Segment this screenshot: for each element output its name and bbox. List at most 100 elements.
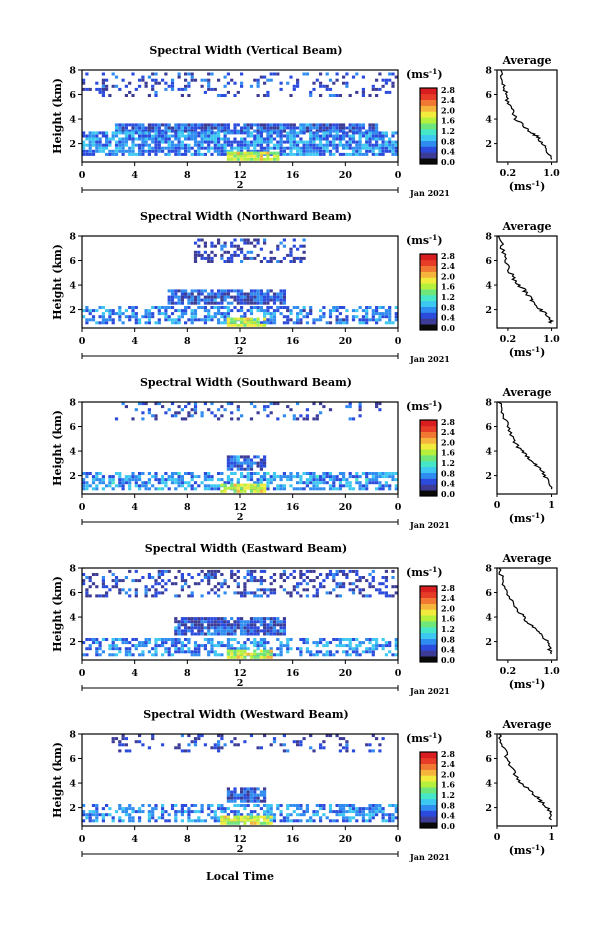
heatmap-cell [384, 312, 388, 316]
heatmap-cell [240, 649, 244, 653]
colorbar-swatch [420, 271, 437, 278]
heatmap-cell [296, 146, 300, 150]
heatmap-cell [249, 489, 254, 493]
colorbar-swatch [420, 420, 437, 427]
heatmap-cell [249, 301, 254, 305]
heatmap-cell [82, 478, 86, 482]
heatmap-cell [88, 585, 92, 589]
heatmap-cell [282, 315, 286, 319]
heatmap-cell [358, 140, 362, 144]
heatmap-cell [233, 804, 237, 807]
heatmap-cell [345, 140, 349, 144]
heatmap-cell [138, 487, 142, 491]
heatmap-cell [319, 746, 323, 750]
heatmap-cell [394, 638, 398, 641]
heatmap-cell [147, 75, 151, 79]
heatmap-cell [256, 478, 260, 482]
date-label: Jan 2021 [409, 852, 450, 862]
heatmap-cell [154, 152, 158, 156]
heatmap-cell [246, 579, 250, 583]
heatmap-cell [193, 250, 198, 254]
heatmap-cell [263, 483, 267, 487]
heatmap-cell [361, 813, 365, 817]
heatmap-cell [190, 414, 194, 418]
heatmap-cell [286, 253, 290, 257]
heatmap-cell [240, 632, 244, 636]
heatmap-cell [391, 594, 395, 598]
heatmap-cell [210, 650, 214, 654]
heatmap-cell [243, 649, 247, 653]
heatmap-cell [121, 402, 125, 406]
heatmap-cell [203, 472, 207, 475]
heatmap-cell [161, 137, 165, 141]
heatmap-cell [269, 629, 273, 633]
heatmap-cell [378, 582, 382, 586]
heatmap-cell [170, 292, 175, 296]
colorbar-tick-label: 0.8 [441, 136, 455, 146]
heatmap-cell [147, 129, 151, 133]
heatmap-cell [249, 458, 254, 462]
heatmap-cell [365, 481, 369, 485]
heatmap-cell [95, 131, 99, 135]
heatmap-cell [325, 650, 329, 654]
heatmap-cell [296, 131, 300, 135]
heatmap-cell [161, 644, 165, 648]
heatmap-cell [279, 123, 283, 127]
heatmap-cell [256, 81, 260, 85]
avg-x-tick-label: 0 [494, 832, 501, 843]
heatmap-cell [263, 489, 267, 493]
colorbar-frame [419, 419, 438, 497]
heatmap-cell [114, 576, 119, 579]
heatmap-cell [161, 140, 165, 144]
heatmap-cell [85, 475, 89, 479]
chart-panel-4: Spectral Width (Westward Beam)8642Height… [51, 708, 558, 862]
heatmap-cell [319, 481, 323, 485]
heatmap-cell [164, 129, 168, 133]
heatmap-cell [332, 309, 336, 313]
heatmap-cell [269, 157, 273, 161]
heatmap-cell [203, 318, 207, 322]
heatmap-cell [141, 576, 145, 579]
heatmap-cell [309, 816, 313, 820]
heatmap-cell [361, 134, 365, 138]
heatmap-cell [328, 653, 333, 657]
heatmap-cell [289, 484, 293, 488]
colorbar-swatch [420, 283, 437, 290]
heatmap-cell [276, 154, 280, 158]
heatmap-cell [226, 455, 230, 459]
heatmap-cell [190, 126, 194, 130]
heatmap-cell [88, 134, 92, 138]
heatmap-cell [207, 78, 211, 82]
heatmap-cell [292, 487, 296, 491]
heatmap-cell [309, 90, 313, 94]
heatmap-cell [85, 484, 89, 488]
heatmap-cell [95, 819, 99, 823]
heatmap-cell [384, 143, 388, 147]
heatmap-cell [200, 137, 204, 141]
heatmap-cell [230, 157, 234, 161]
date-label: Jan 2021 [409, 686, 450, 696]
heatmap-cell [256, 461, 260, 465]
heatmap-cell [282, 152, 286, 156]
heatmap-cell [243, 652, 247, 656]
heatmap-cell [207, 146, 211, 150]
heatmap-cell [302, 250, 306, 254]
heatmap-cell [338, 641, 342, 645]
heatmap-cell [263, 151, 267, 155]
heatmap-cell [174, 576, 178, 579]
heatmap-cell [174, 629, 178, 633]
heatmap-cell [170, 298, 175, 302]
heatmap-cell [82, 472, 86, 475]
heatmap-cell [342, 472, 346, 475]
heatmap-cell [111, 72, 115, 76]
heatmap-cell [210, 402, 214, 406]
heatmap-cell [322, 126, 326, 130]
heatmap-cell [203, 743, 207, 747]
heatmap-cell [309, 734, 313, 738]
heatmap-cell [276, 298, 280, 302]
heatmap-cell [253, 298, 257, 302]
heatmap-cell [240, 652, 244, 656]
heatmap-cell [256, 655, 260, 659]
heatmap-cell [180, 484, 184, 488]
heatmap-cell [131, 312, 135, 316]
